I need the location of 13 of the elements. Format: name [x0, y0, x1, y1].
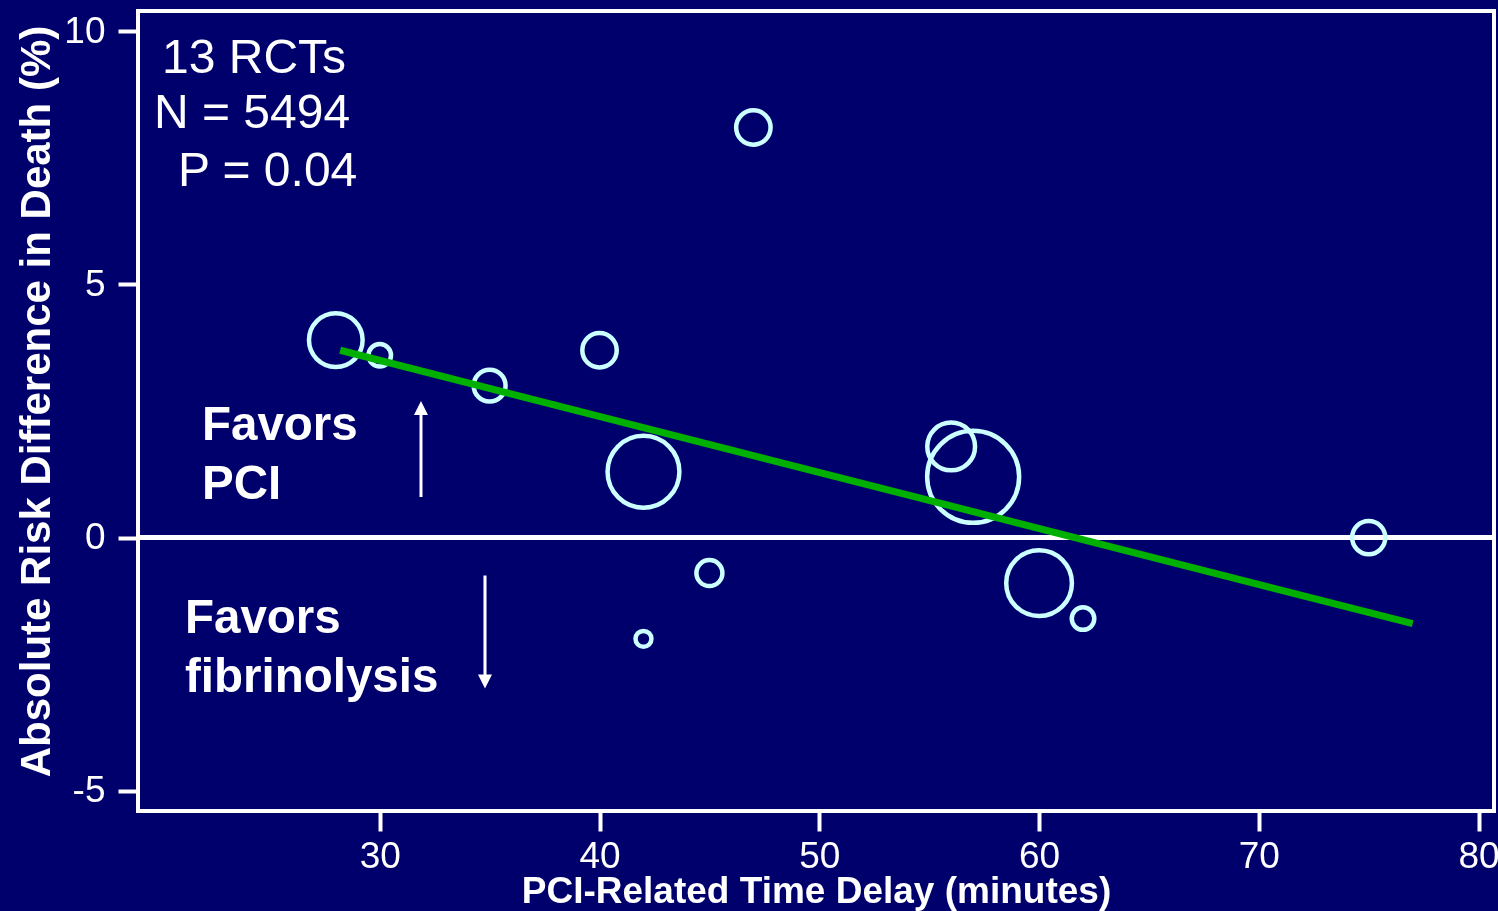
- annotation: 13 RCTs: [162, 30, 347, 83]
- x-tick-label: 30: [359, 834, 401, 876]
- y-tick-label: 10: [64, 9, 106, 51]
- annotation: P = 0.04: [178, 143, 358, 196]
- annotation: Favors PCI: [202, 397, 358, 509]
- y-tick-label: -5: [72, 769, 106, 811]
- annotation: Favors fibrinolysis: [185, 590, 439, 702]
- y-axis-title: Absolute Risk Difference in Death (%): [11, 25, 59, 778]
- annotation: N = 5494: [154, 85, 351, 138]
- y-tick-label: 5: [84, 262, 106, 304]
- x-tick-label: 70: [1238, 834, 1280, 876]
- x-tick-label: 80: [1458, 834, 1498, 876]
- y-tick-label: 0: [84, 516, 106, 558]
